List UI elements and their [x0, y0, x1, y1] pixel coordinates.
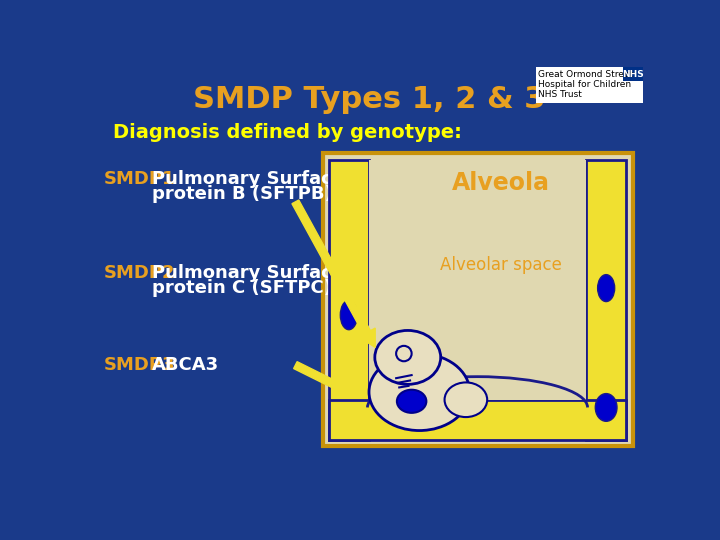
Ellipse shape [444, 382, 487, 417]
FancyArrow shape [294, 362, 357, 396]
Text: Hospital for Children: Hospital for Children [538, 80, 631, 89]
Text: SMDP2: SMDP2 [104, 264, 176, 282]
Text: protein C (SFTPC): protein C (SFTPC) [152, 279, 332, 297]
Text: SMDP Types 1, 2 & 3: SMDP Types 1, 2 & 3 [193, 85, 545, 114]
Text: Pulmonary Surfactant: Pulmonary Surfactant [152, 170, 374, 188]
Text: NHS Trust: NHS Trust [538, 90, 582, 99]
Bar [536, 67, 644, 103]
Ellipse shape [595, 394, 617, 421]
Text: SMDP1: SMDP1 [104, 170, 176, 188]
Bar [329, 159, 369, 440]
Text: Diagnosis defined by genotype:: Diagnosis defined by genotype: [113, 123, 462, 142]
Text: Alveola: Alveola [451, 171, 550, 194]
Text: ABCA3: ABCA3 [152, 356, 219, 374]
Bar [586, 159, 626, 440]
Text: protein B (SFTPB): protein B (SFTPB) [152, 185, 333, 203]
Ellipse shape [341, 300, 357, 330]
Text: SMDP3: SMDP3 [104, 356, 176, 374]
Bar [329, 400, 626, 440]
FancyArrow shape [292, 200, 375, 347]
Ellipse shape [369, 354, 469, 430]
Bar [624, 67, 644, 81]
Bar [323, 153, 632, 446]
Ellipse shape [375, 330, 441, 384]
Text: Pulmonary Surfactant: Pulmonary Surfactant [152, 264, 374, 282]
Bar [369, 159, 586, 400]
Text: Alveolar space: Alveolar space [440, 256, 562, 274]
Text: Great Ormond Street: Great Ormond Street [538, 70, 633, 79]
Text: NHS: NHS [622, 70, 644, 78]
Ellipse shape [397, 390, 426, 413]
Ellipse shape [598, 275, 615, 301]
